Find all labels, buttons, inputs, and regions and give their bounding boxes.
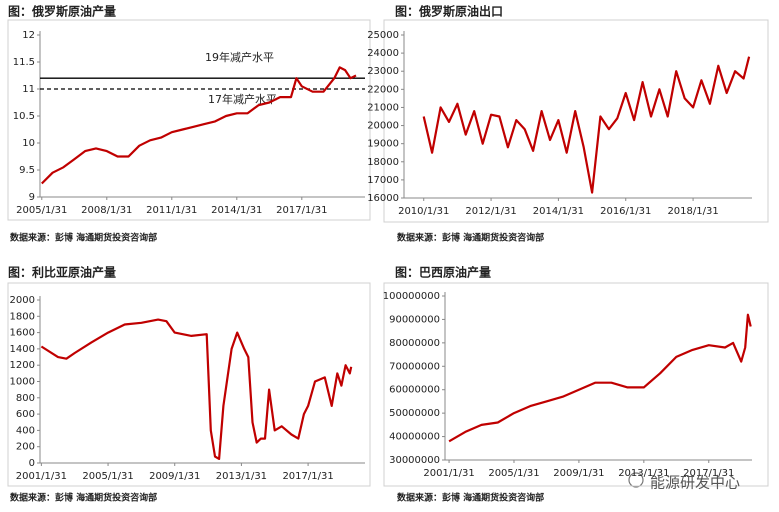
y-tick-label: 9.5: [19, 165, 35, 176]
y-tick-label: 11: [22, 84, 35, 95]
y-tick-label: 25000: [367, 30, 399, 41]
y-tick-label: 10.5: [13, 111, 35, 122]
panel-border: [383, 282, 769, 487]
y-tick-label: 9: [29, 192, 35, 203]
x-tick-label: 2016/1/31: [600, 206, 651, 217]
x-tick-label: 2011/1/31: [146, 205, 197, 216]
y-tick-label: 21000: [367, 102, 399, 113]
y-tick-label: 17000: [367, 175, 399, 186]
y-tick-label: 100000000: [383, 291, 440, 302]
reference-label: 17年减产水平: [208, 92, 277, 106]
source-note: 数据来源：彭博 海通期货投资咨询部: [10, 232, 157, 244]
x-tick-label: 2014/1/31: [211, 205, 262, 216]
x-tick-label: 2018/1/31: [667, 206, 718, 217]
x-tick-label: 2017/1/31: [276, 205, 327, 216]
x-tick-label: 2005/1/31: [16, 205, 67, 216]
chart-title: 图：巴西原油产量: [395, 265, 491, 280]
panel-border: [7, 19, 371, 221]
y-tick-label: 1400: [10, 344, 35, 355]
y-tick-label: 19000: [367, 139, 399, 150]
source-note: 数据来源：彭博 海通期货投资咨询部: [10, 492, 157, 504]
y-tick-label: 600: [16, 409, 35, 420]
source-note: 数据来源：彭博 海通期货投资咨询部: [397, 232, 544, 244]
data-line: [41, 66, 357, 185]
data-line: [448, 313, 752, 443]
watermark: 能源研发中心: [650, 474, 740, 492]
panel-border: [383, 19, 769, 223]
y-tick-label: 2000: [10, 295, 35, 306]
chart-title: 图：俄罗斯原油出口: [395, 4, 503, 19]
y-tick-label: 60000000: [389, 385, 440, 396]
y-tick-label: 1200: [10, 360, 35, 371]
y-tick-label: 1600: [10, 328, 35, 339]
y-tick-label: 18000: [367, 157, 399, 168]
x-tick-label: 2001/1/31: [16, 471, 67, 482]
x-tick-label: 2017/1/31: [282, 471, 333, 482]
y-tick-label: 0: [29, 458, 35, 469]
y-tick-label: 1000: [10, 377, 35, 388]
y-tick-label: 50000000: [389, 408, 440, 419]
y-tick-label: 30000000: [389, 455, 440, 466]
x-tick-label: 2014/1/31: [533, 206, 584, 217]
x-tick-label: 2005/1/31: [82, 471, 133, 482]
x-tick-label: 2017/1/31: [683, 468, 734, 479]
y-tick-label: 200: [16, 442, 35, 453]
source-note: 数据来源：彭博 海通期货投资咨询部: [397, 492, 544, 504]
y-tick-label: 16000: [367, 193, 399, 204]
x-tick-label: 2009/1/31: [149, 471, 200, 482]
y-tick-label: 800: [16, 393, 35, 404]
x-tick-label: 2008/1/31: [81, 205, 132, 216]
y-tick-label: 10: [22, 138, 35, 149]
x-tick-label: 2001/1/31: [423, 468, 474, 479]
y-tick-label: 23000: [367, 66, 399, 77]
x-tick-label: 2009/1/31: [553, 468, 604, 479]
x-tick-label: 2012/1/31: [465, 206, 516, 217]
watermark-icon: [628, 472, 644, 488]
chart-title: 图：利比亚原油产量: [8, 265, 116, 280]
x-tick-label: 2010/1/31: [398, 206, 449, 217]
y-tick-label: 80000000: [389, 338, 440, 349]
x-tick-label: 2013/1/31: [216, 471, 267, 482]
y-tick-label: 70000000: [389, 361, 440, 372]
y-tick-label: 11.5: [13, 57, 35, 68]
chart-title: 图：俄罗斯原油产量: [8, 4, 116, 19]
y-tick-label: 24000: [367, 48, 399, 59]
y-tick-label: 20000: [367, 121, 399, 132]
y-tick-label: 22000: [367, 84, 399, 95]
panel-border: [7, 282, 371, 487]
data-line: [422, 56, 751, 194]
y-tick-label: 90000000: [389, 314, 440, 325]
y-tick-label: 1800: [10, 311, 35, 322]
y-tick-label: 400: [16, 425, 35, 436]
y-tick-label: 12: [22, 30, 35, 41]
reference-label: 19年减产水平: [205, 50, 274, 64]
data-line: [40, 318, 353, 460]
x-tick-label: 2013/1/31: [618, 468, 669, 479]
y-tick-label: 40000000: [389, 432, 440, 443]
x-tick-label: 2005/1/31: [488, 468, 539, 479]
